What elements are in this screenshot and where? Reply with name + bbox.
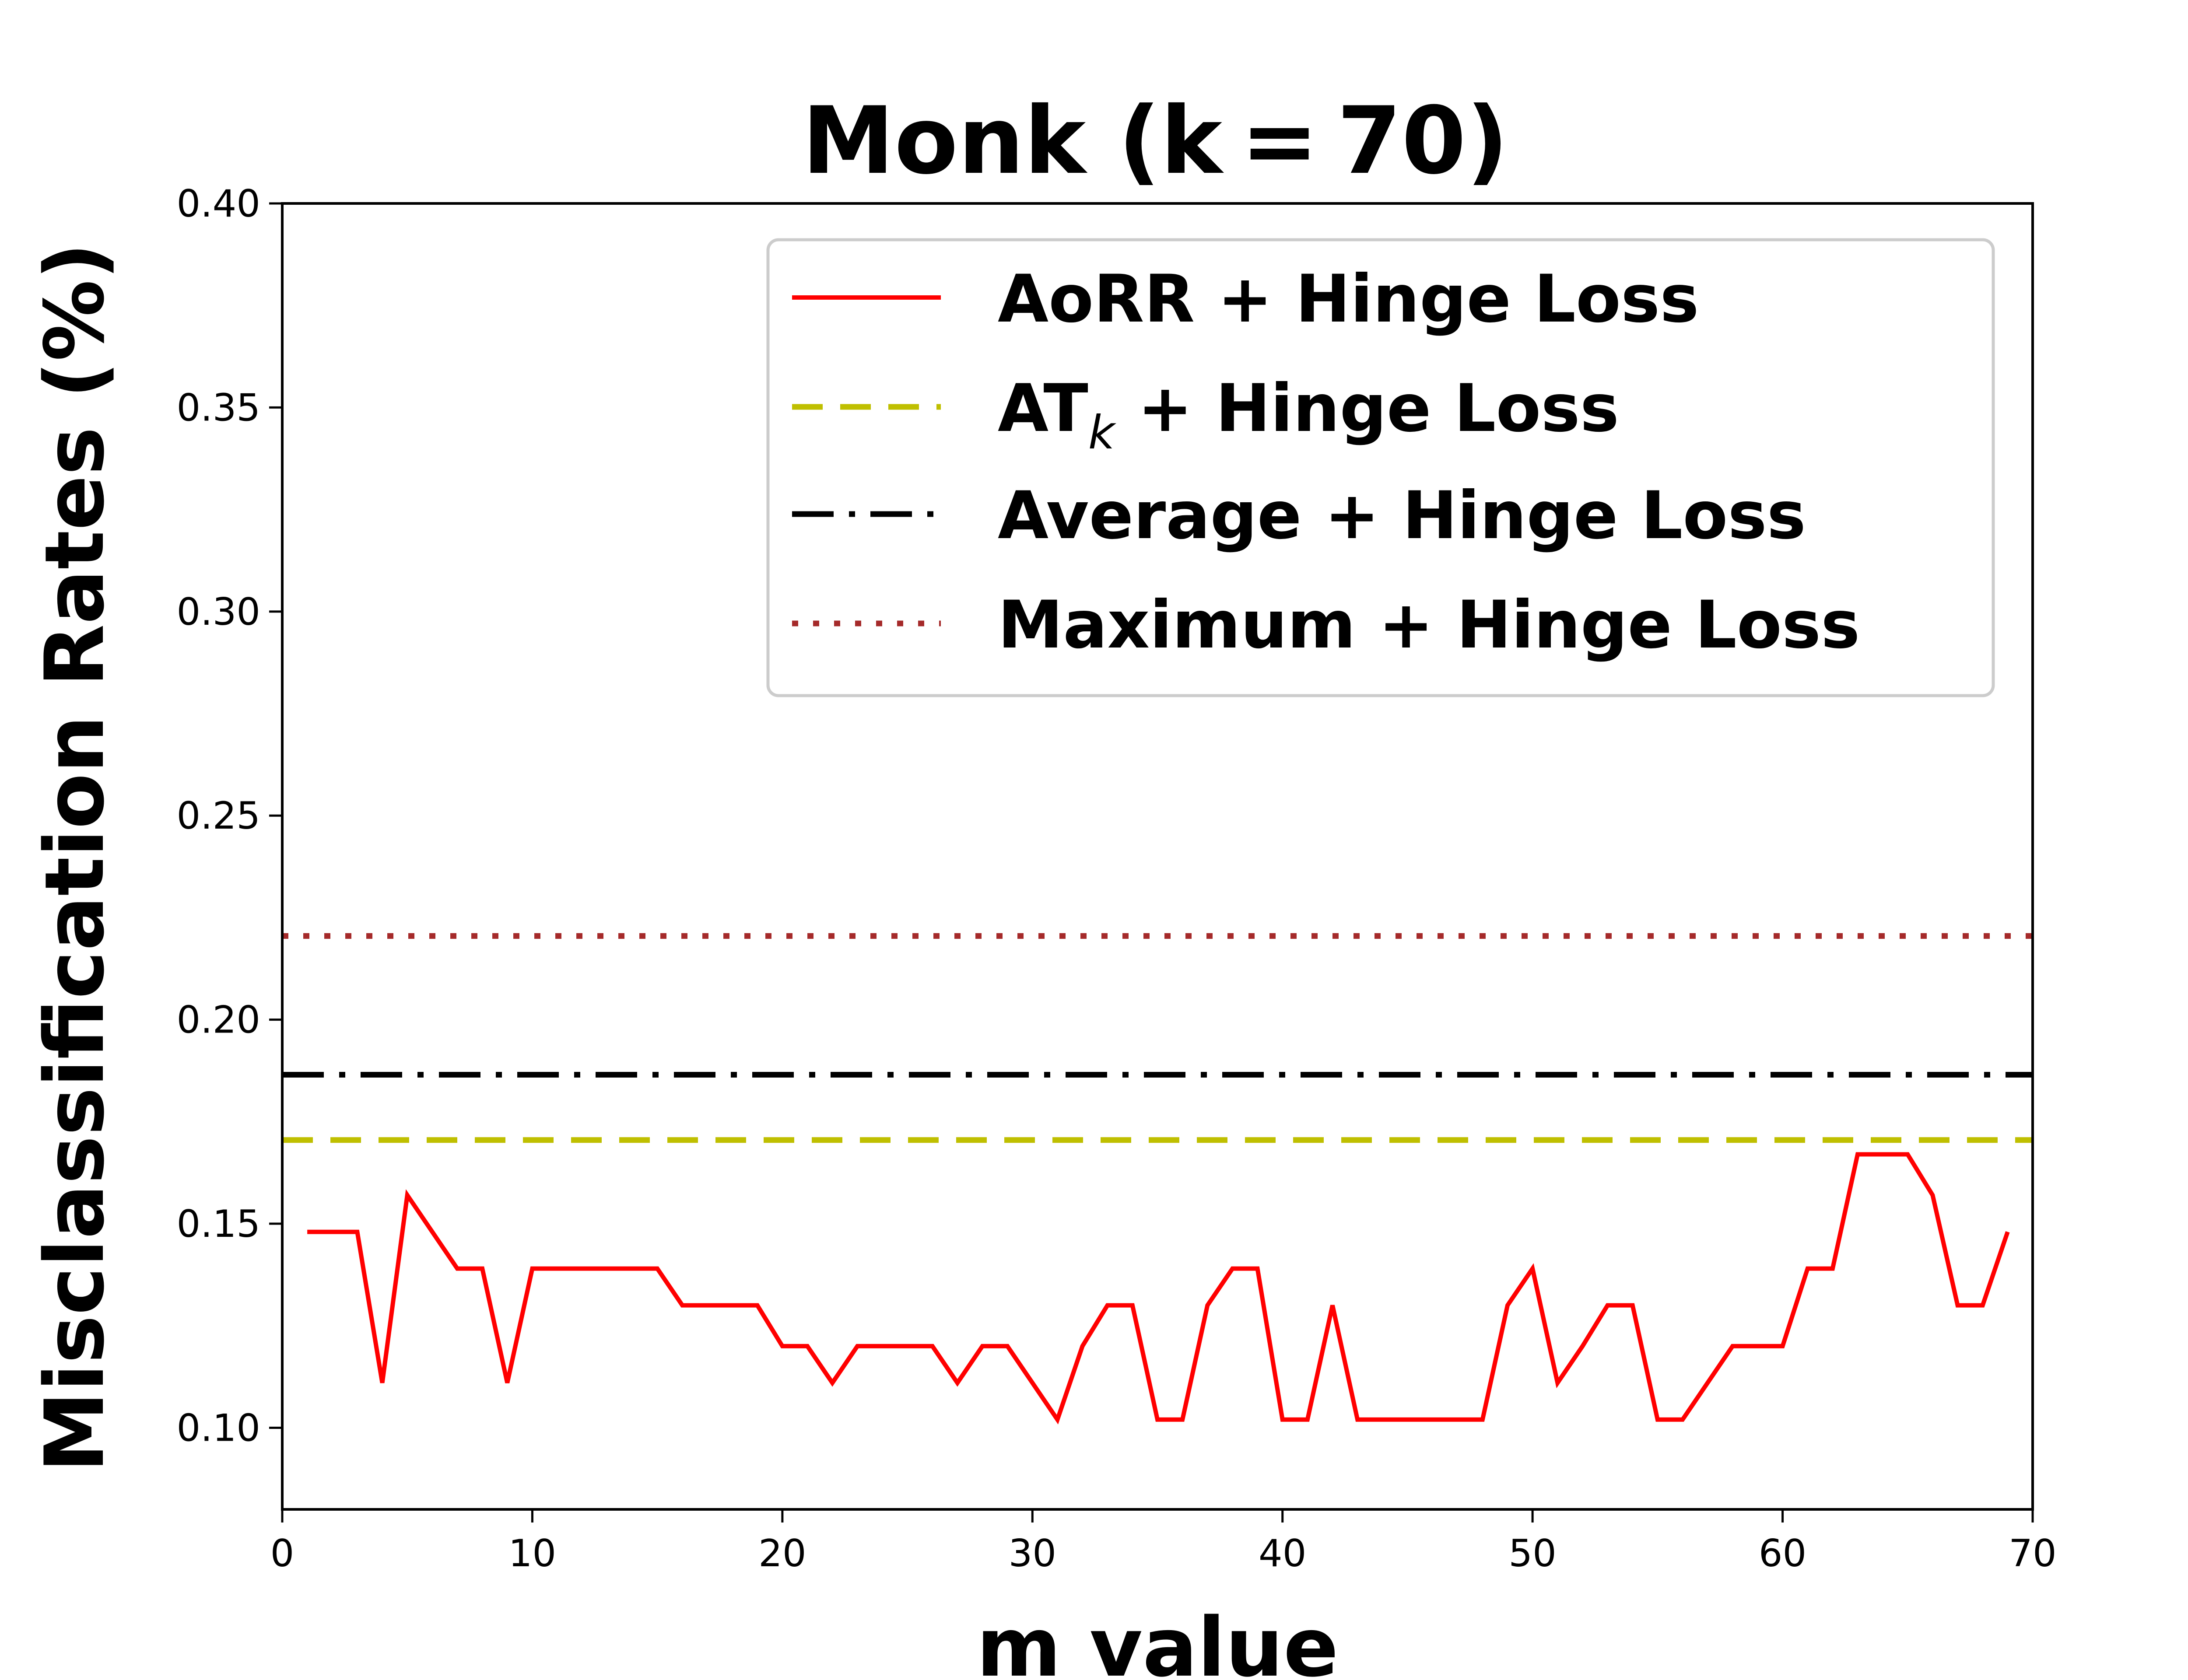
- x-tick-label: 0: [270, 1532, 295, 1575]
- legend-entries: AoRR + Hinge Loss ATk + Hinge Loss Average…: [792, 261, 1860, 663]
- y-ticks: 0.10 0.15 0.20 0.25 0.30 0.35 0.40: [177, 182, 282, 1450]
- x-tick-label: 10: [508, 1532, 556, 1575]
- y-tick-label: 0.30: [177, 590, 260, 634]
- x-tick-label: 60: [1759, 1532, 1806, 1575]
- y-tick-label: 0.40: [177, 182, 260, 226]
- plot-frame: [281, 202, 2034, 1511]
- legend-label: AoRR + Hinge Loss: [998, 261, 1699, 337]
- legend-label: Average + Hinge Loss: [998, 478, 1806, 554]
- x-tick-label: 30: [1009, 1532, 1056, 1575]
- reference-lines: [282, 933, 2033, 1143]
- chart-title: Monk (k = 70): [802, 87, 1508, 195]
- y-tick-label: 0.35: [177, 386, 260, 430]
- x-tick-label: 50: [1508, 1532, 1556, 1575]
- x-tick-label: 20: [758, 1532, 806, 1575]
- y-tick-label: 0.15: [177, 1202, 260, 1246]
- y-axis-label: Misclassification Rates (%): [27, 242, 122, 1472]
- legend-box: [766, 238, 1995, 697]
- y-tick-label: 0.25: [177, 794, 260, 838]
- y-tick-label: 0.20: [177, 998, 260, 1042]
- x-tick-label: 40: [1259, 1532, 1306, 1575]
- x-ticks: 0 10 20 30 40 50 60 70: [270, 1509, 2057, 1575]
- legend-label: ATk + Hinge Loss: [998, 371, 1619, 459]
- y-tick-label: 0.10: [177, 1406, 260, 1450]
- x-tick-label: 70: [2009, 1532, 2056, 1575]
- legend: AoRR + Hinge Loss ATk + Hinge Loss Average…: [766, 238, 1995, 697]
- series-line-aorr: [307, 1152, 2010, 1424]
- legend-label: Maximum + Hinge Loss: [998, 587, 1860, 663]
- x-axis-label: m value: [976, 1600, 1339, 1680]
